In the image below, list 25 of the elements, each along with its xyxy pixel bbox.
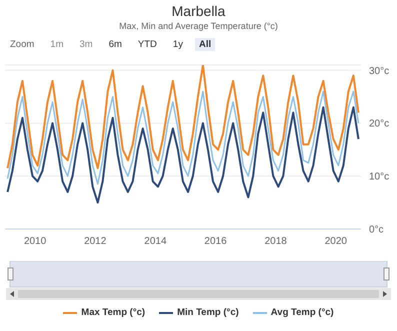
x-tick-label: 2014 — [144, 236, 167, 248]
x-tick-label: 2010 — [24, 236, 47, 248]
y-tick-label: 10°c — [369, 172, 390, 183]
text: 6m — [108, 38, 123, 50]
legend-label: Avg Temp (°c) — [270, 307, 334, 318]
text: YTD — [136, 38, 158, 50]
x-tick-label: 2020 — [324, 236, 348, 248]
y-tick-label: 0°c — [369, 224, 384, 236]
legend-label: Min Temp (°c) — [177, 307, 239, 318]
text: 1m — [49, 38, 64, 50]
text: Zoom — [9, 38, 36, 50]
chart-subtitle: Max, Min and Average Temperature (°c) — [118, 21, 279, 31]
text: All — [194, 38, 216, 50]
x-tick-label: 2018 — [264, 236, 288, 248]
x-tick-label: 2016 — [204, 236, 228, 248]
legend-label: Max Temp (°c) — [81, 307, 146, 318]
chart-title: Marbella — [170, 2, 226, 19]
line-series — [6, 90, 360, 185]
line-series — [6, 106, 360, 204]
x-tick-label: 2012 — [84, 236, 107, 248]
text: 1y — [172, 38, 184, 50]
text: 3m — [78, 38, 94, 50]
y-tick-label: 20°c — [369, 118, 390, 130]
line-series — [6, 65, 360, 170]
y-tick-label: 30°c — [369, 66, 390, 77]
